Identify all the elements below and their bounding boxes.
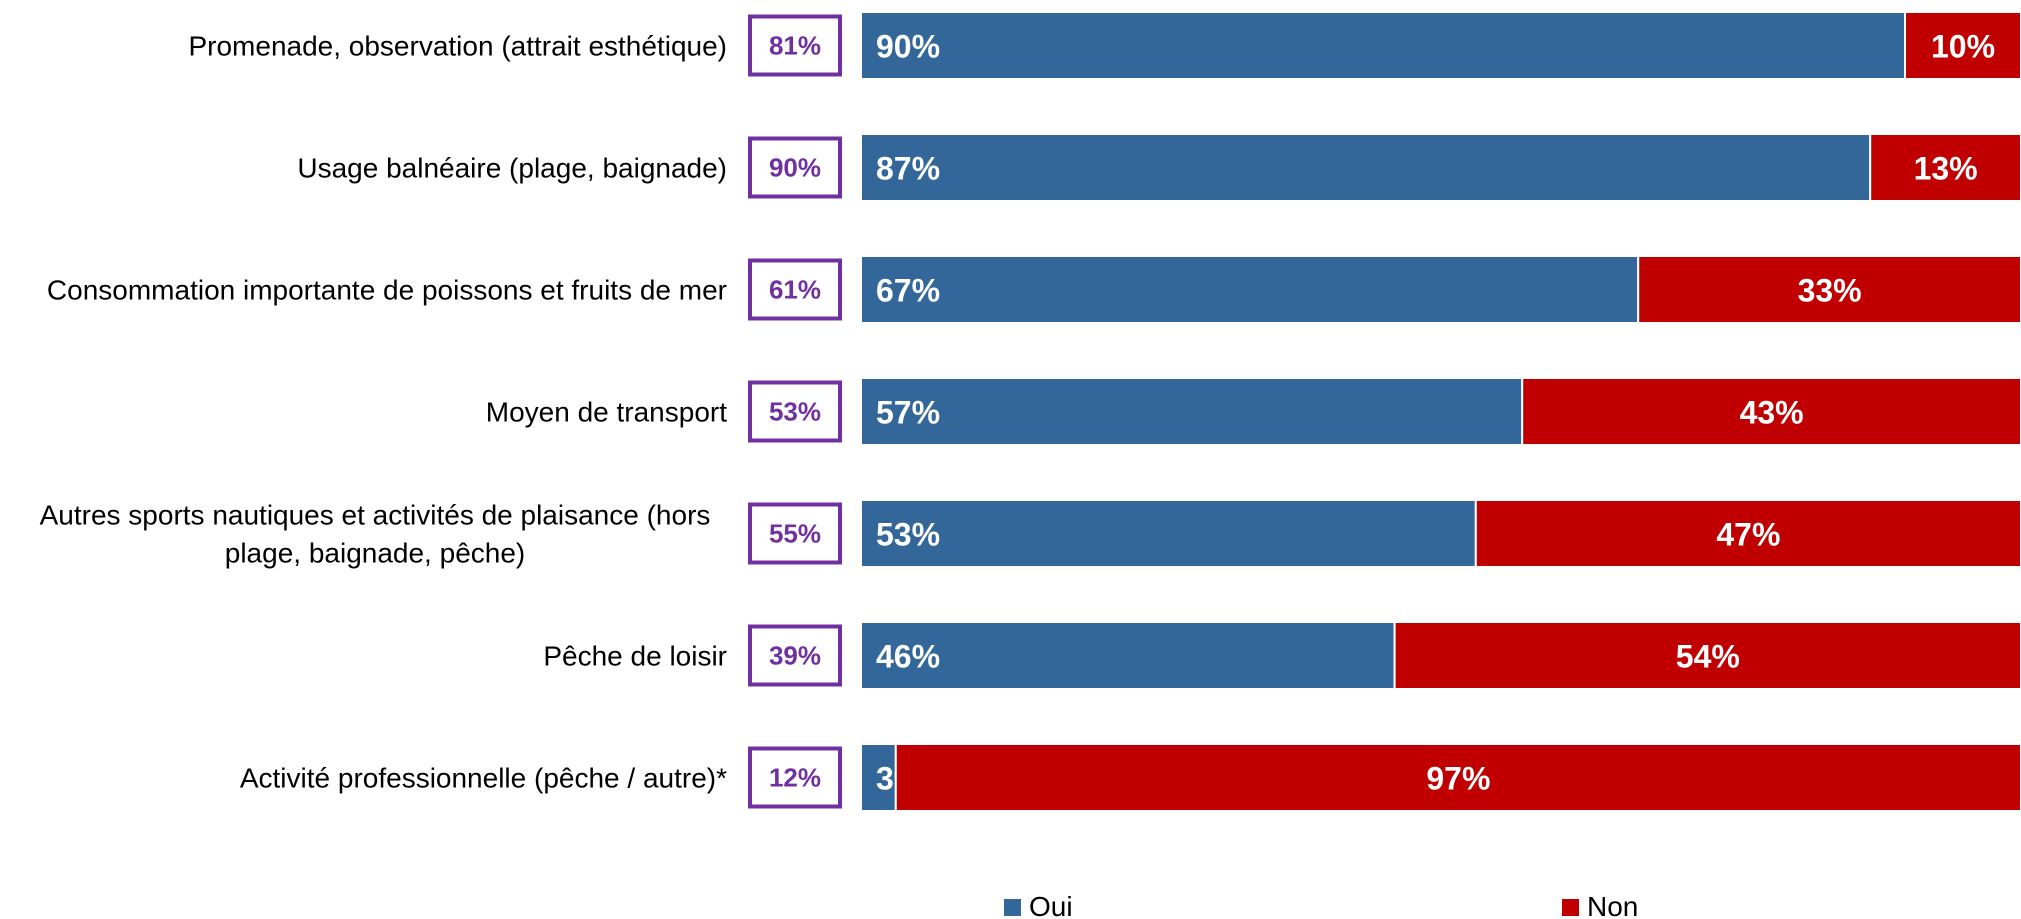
bar-oui [860,499,1477,568]
category-label: plage, baignade, pêche) [225,538,525,569]
data-label: 90% [876,29,940,65]
data-label: 97% [1426,761,1490,797]
category-label: Consommation importante de poissons et f… [47,275,727,306]
score-box-value: 53% [769,397,821,427]
data-label: 43% [1740,395,1804,431]
bar-non [1474,499,2021,568]
data-label: 13% [1914,151,1978,187]
bar-non [1869,133,2021,202]
category-label: Moyen de transport [486,397,727,428]
legend-swatch-oui [1004,899,1021,916]
chart-row: Consommation importante de poissons et f… [47,255,2021,324]
category-label: Promenade, observation (attrait esthétiq… [188,31,727,62]
score-box [748,14,842,77]
data-label: 33% [1798,273,1862,309]
category-label: Activité professionnelle (pêche / autre)… [240,763,727,794]
data-label: 54% [1676,639,1740,675]
bar-oui [860,377,1524,446]
category-label: Pêche de loisir [543,641,727,672]
legend-label-oui: Oui [1029,891,1073,919]
chart-row: Promenade, observation (attrait esthétiq… [188,11,2021,80]
bar-non [1637,255,2021,324]
chart-row: Pêche de loisir 39% 46% 54% [543,621,2021,690]
chart-row: Activité professionnelle (pêche / autre)… [240,743,2021,812]
data-label: 10% [1931,29,1995,65]
category-label: Autres sports nautiques et activités de … [40,500,711,531]
score-box-value: 61% [769,275,821,305]
bar-oui [860,133,1872,202]
score-box-value: 39% [769,641,821,671]
data-label: 87% [876,151,940,187]
score-box-value: 55% [769,519,821,549]
data-label: 57% [876,395,940,431]
score-box [748,502,842,565]
data-label: 46% [876,639,940,675]
bar-non [894,743,2021,812]
score-box [748,258,842,321]
bar-oui [860,255,1640,324]
score-box-value: 81% [769,31,821,61]
score-box-value: 12% [769,763,821,793]
chart-legend: Oui Non [1004,891,1638,919]
score-box [748,380,842,443]
bar-non [1904,11,2021,80]
legend-swatch-non [1562,899,1579,916]
bar-non [1393,621,2021,690]
bar-oui [860,621,1396,690]
chart-row: Usage balnéaire (plage, baignade) 90% 87% 1… [297,133,2021,202]
score-box [748,746,842,809]
data-label: 67% [876,273,940,309]
chart-row: Autres sports nautiques et activités de … [40,499,2021,569]
data-label: 47% [1716,517,1780,553]
chart-row: Moyen de transport 53% 57% 43% [486,377,2021,446]
bar-oui [860,743,897,812]
category-label: Usage balnéaire (plage, baignade) [297,153,727,184]
bar-oui [860,11,1906,80]
data-label: 53% [876,517,940,553]
score-box-value: 90% [769,153,821,183]
chart-rows: Promenade, observation (attrait esthétiq… [40,11,2021,812]
legend-label-non: Non [1587,891,1638,919]
score-box [748,136,842,199]
score-box [748,624,842,687]
